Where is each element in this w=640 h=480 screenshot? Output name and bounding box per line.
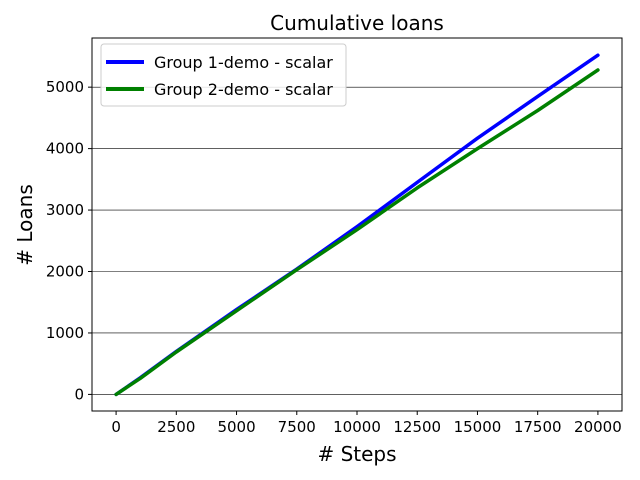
series-line-2	[114, 68, 600, 397]
x-tick-label: 20000	[574, 418, 622, 436]
x-axis-title: # Steps	[317, 442, 396, 466]
x-tick-label: 10000	[333, 418, 381, 436]
x-tick-label: 12500	[393, 418, 441, 436]
grid-lines	[92, 86, 622, 395]
x-axis: 0 2500 5000 7500 10000 12500 15000 17500 20000	[111, 411, 622, 436]
x-tick-label: 5000	[217, 418, 255, 436]
y-tick-label: 3000	[46, 201, 84, 219]
legend-label-group-1: Group 1-demo - scalar	[154, 53, 333, 72]
y-tick-label: 2000	[46, 263, 84, 281]
series-lines	[114, 53, 600, 397]
legend-label-group-2: Group 2-demo - scalar	[154, 80, 333, 99]
chart-title: Cumulative loans	[270, 11, 444, 35]
legend-box	[100, 43, 347, 107]
x-tick-label: 15000	[454, 418, 502, 436]
x-tick-label: 17500	[514, 418, 562, 436]
y-tick-label: 4000	[46, 140, 84, 158]
x-tick-label: 0	[111, 418, 121, 436]
y-axis-title: # Loans	[13, 184, 37, 266]
y-tick-label: 1000	[46, 324, 84, 342]
y-tick-label: 5000	[46, 78, 84, 96]
x-tick-label: 7500	[278, 418, 316, 436]
x-tick-label: 2500	[157, 418, 195, 436]
legend: Group 1-demo - scalar Group 2-demo - sca…	[100, 43, 347, 107]
y-axis: 0 1000 2000 3000 4000 5000	[46, 78, 92, 403]
y-tick-label: 0	[74, 385, 84, 403]
